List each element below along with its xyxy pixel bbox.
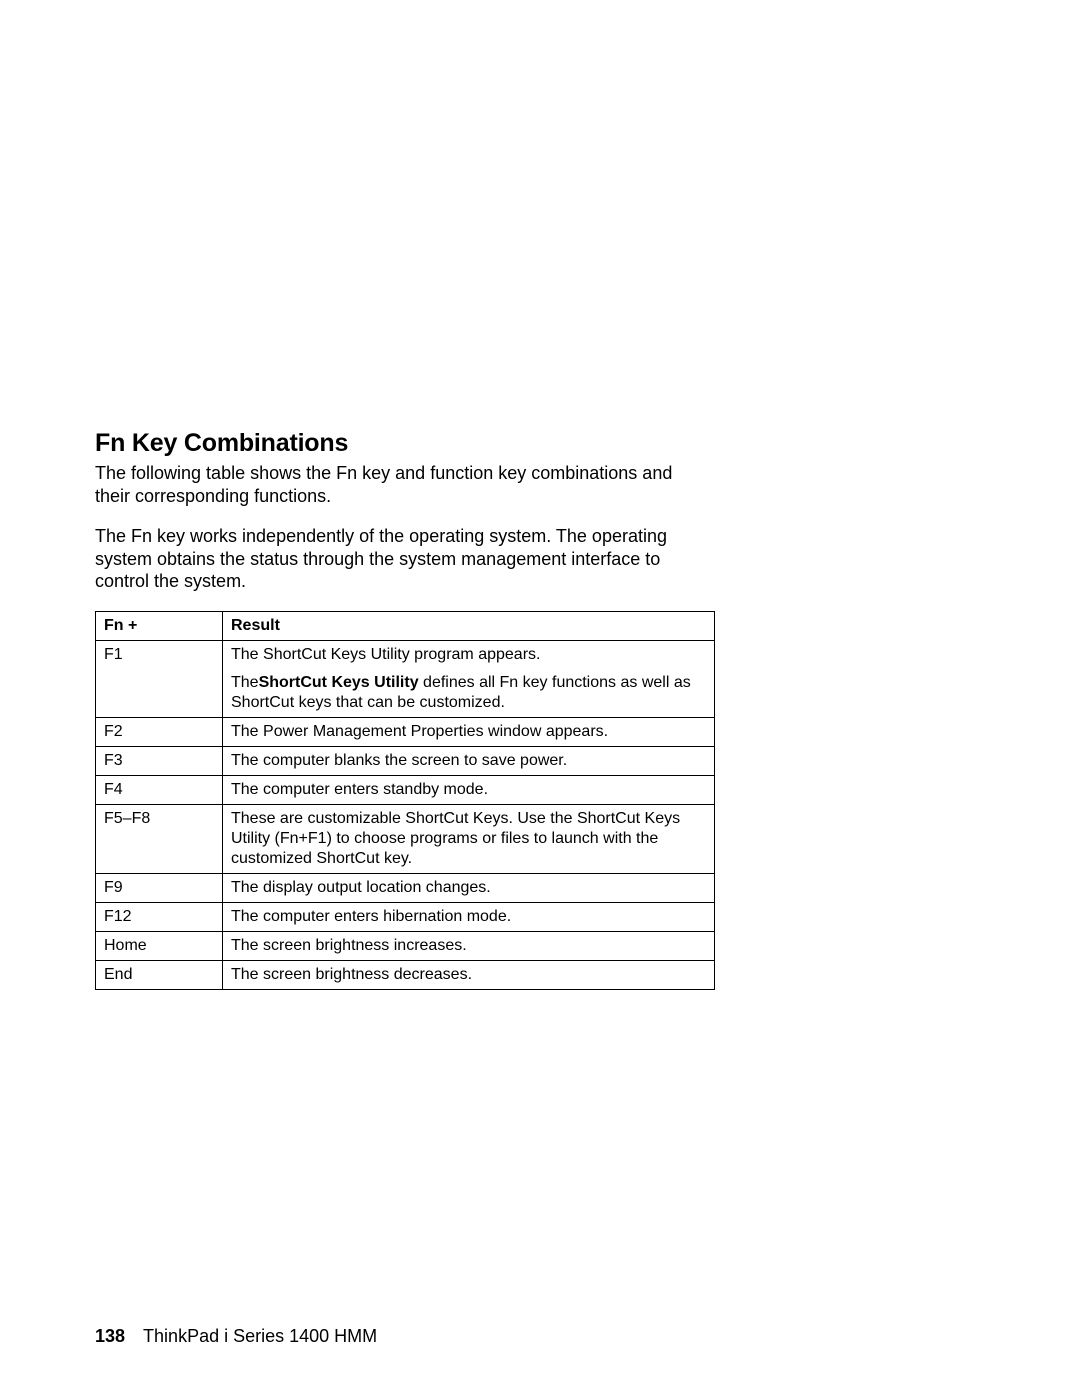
table-row: F5–F8 These are customizable ShortCut Ke…	[96, 804, 715, 873]
page-number: 138	[95, 1326, 125, 1346]
intro-paragraph-2: The Fn key works independently of the op…	[95, 525, 675, 593]
intro-paragraph-1: The following table shows the Fn key and…	[95, 462, 675, 507]
cell-key: F12	[96, 902, 223, 931]
cell-result: The screen brightness decreases.	[223, 960, 715, 989]
table-row: End The screen brightness decreases.	[96, 960, 715, 989]
result-line-2-pre: The	[231, 674, 259, 691]
section-heading: Fn Key Combinations	[95, 428, 725, 458]
content-block: Fn Key Combinations The following table …	[95, 428, 725, 990]
table-row: F1 The ShortCut Keys Utility program app…	[96, 640, 715, 717]
table-header-key: Fn +	[96, 611, 223, 640]
cell-key: F9	[96, 873, 223, 902]
cell-result: These are customizable ShortCut Keys. Us…	[223, 804, 715, 873]
doc-title: ThinkPad i Series 1400 HMM	[143, 1326, 377, 1346]
table-row: F2 The Power Management Properties windo…	[96, 717, 715, 746]
table-row: F12 The computer enters hibernation mode…	[96, 902, 715, 931]
cell-key: Home	[96, 931, 223, 960]
cell-key: End	[96, 960, 223, 989]
fn-key-table: Fn + Result F1 The ShortCut Keys Utility…	[95, 611, 715, 990]
cell-result: The computer enters hibernation mode.	[223, 902, 715, 931]
cell-key: F4	[96, 775, 223, 804]
table-row: Home The screen brightness increases.	[96, 931, 715, 960]
result-line-2-bold: ShortCut Keys Utility	[259, 674, 419, 691]
cell-key: F2	[96, 717, 223, 746]
table-header-row: Fn + Result	[96, 611, 715, 640]
result-line-1: The ShortCut Keys Utility program appear…	[231, 645, 706, 665]
page-footer: 138 ThinkPad i Series 1400 HMM	[95, 1326, 377, 1347]
cell-result: The display output location changes.	[223, 873, 715, 902]
cell-key: F5–F8	[96, 804, 223, 873]
cell-result: The computer enters standby mode.	[223, 775, 715, 804]
cell-key: F1	[96, 640, 223, 717]
table-row: F3 The computer blanks the screen to sav…	[96, 746, 715, 775]
page: Fn Key Combinations The following table …	[0, 0, 1080, 1397]
cell-result: The computer blanks the screen to save p…	[223, 746, 715, 775]
cell-key: F3	[96, 746, 223, 775]
table-header-result: Result	[223, 611, 715, 640]
cell-result: The screen brightness increases.	[223, 931, 715, 960]
cell-result: The Power Management Properties window a…	[223, 717, 715, 746]
cell-result: The ShortCut Keys Utility program appear…	[223, 640, 715, 717]
result-line-2: TheShortCut Keys Utility defines all Fn …	[231, 673, 706, 713]
table-row: F9 The display output location changes.	[96, 873, 715, 902]
table-row: F4 The computer enters standby mode.	[96, 775, 715, 804]
